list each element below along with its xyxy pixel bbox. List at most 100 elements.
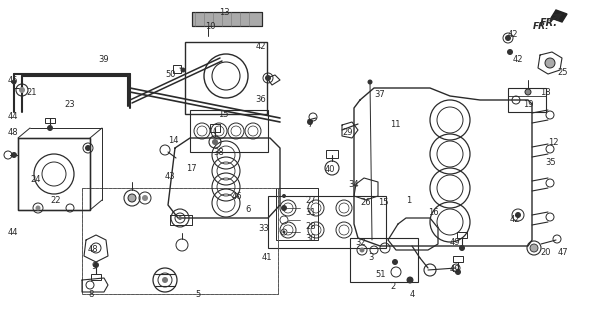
Polygon shape [551,10,567,22]
Circle shape [281,205,287,211]
Text: 25: 25 [557,68,567,77]
Bar [210,124,220,132]
Circle shape [359,247,365,252]
Text: 38: 38 [213,148,224,157]
Circle shape [545,58,555,68]
Text: 15: 15 [218,110,228,119]
Text: FR.: FR. [540,18,558,28]
Text: 26: 26 [360,198,371,207]
Text: 31: 31 [305,208,316,217]
Text: 22: 22 [50,196,61,205]
Bar [457,232,467,238]
Text: 4: 4 [410,290,415,299]
Bar [453,256,463,262]
Text: 13: 13 [219,8,229,17]
Circle shape [530,244,538,252]
Text: 9: 9 [92,262,97,271]
Circle shape [455,269,461,275]
Text: 48: 48 [88,245,98,254]
Text: 37: 37 [374,90,385,99]
Circle shape [283,230,285,234]
Bar [326,150,338,158]
Circle shape [282,194,286,198]
Circle shape [19,87,25,93]
Text: 40: 40 [325,165,336,174]
Circle shape [36,205,41,211]
Text: 28: 28 [305,222,316,231]
Text: 46: 46 [232,192,243,201]
Text: 48: 48 [8,128,18,137]
Text: 51: 51 [375,270,386,279]
Bar [192,12,262,26]
Text: 23: 23 [64,100,74,109]
Bar [82,188,278,294]
Bar [45,118,55,123]
Text: 41: 41 [262,253,272,262]
Bar [276,188,318,240]
Circle shape [507,49,513,55]
Circle shape [162,277,168,283]
Circle shape [142,195,148,201]
Bar [173,65,181,73]
Text: FR.: FR. [532,22,549,31]
Text: 30: 30 [305,234,316,243]
Circle shape [368,79,372,84]
Bar [350,238,418,282]
Text: 10: 10 [205,22,216,31]
Circle shape [406,276,414,284]
Text: 42: 42 [513,55,523,64]
Text: 34: 34 [348,180,359,189]
Text: 49: 49 [450,265,461,274]
Bar [190,110,268,152]
Circle shape [47,125,53,131]
Bar [508,88,546,112]
Text: 32: 32 [355,238,365,247]
Circle shape [307,119,313,125]
Text: 1: 1 [406,196,411,205]
Text: 18: 18 [540,88,551,97]
Circle shape [515,212,521,218]
Text: 39: 39 [98,55,108,64]
Text: 42: 42 [510,215,520,224]
Text: 50: 50 [165,70,175,79]
Text: 47: 47 [558,248,569,257]
Text: 44: 44 [8,112,18,121]
Text: 42: 42 [508,30,519,39]
Text: 11: 11 [390,120,401,129]
Text: 21: 21 [26,88,36,97]
Circle shape [505,35,511,41]
Text: 27: 27 [305,196,316,205]
Text: 7: 7 [307,120,312,129]
Text: 43: 43 [165,172,176,181]
Text: 42: 42 [256,42,266,51]
Circle shape [85,145,91,151]
Text: 2: 2 [390,282,395,291]
Text: 35: 35 [545,158,555,167]
Circle shape [392,259,398,265]
Text: 29: 29 [342,128,352,137]
Text: 20: 20 [540,248,551,257]
Text: 19: 19 [523,100,533,109]
Text: 6: 6 [245,205,250,214]
Bar [82,188,278,294]
Bar [192,12,262,26]
Circle shape [11,79,17,84]
Circle shape [265,75,271,81]
Text: 15: 15 [378,198,389,207]
Circle shape [93,262,99,268]
Text: 16: 16 [428,208,439,217]
Bar [268,196,386,248]
Text: 14: 14 [168,136,178,145]
Text: 36: 36 [255,95,266,104]
Text: 44: 44 [8,228,18,237]
Circle shape [181,68,185,73]
Circle shape [178,216,182,220]
Circle shape [525,89,531,95]
Text: 49: 49 [450,238,461,247]
Circle shape [11,152,17,158]
Text: 24: 24 [30,175,41,184]
Text: 12: 12 [548,138,558,147]
Bar [185,42,267,114]
Bar [91,274,101,280]
Circle shape [128,194,136,202]
